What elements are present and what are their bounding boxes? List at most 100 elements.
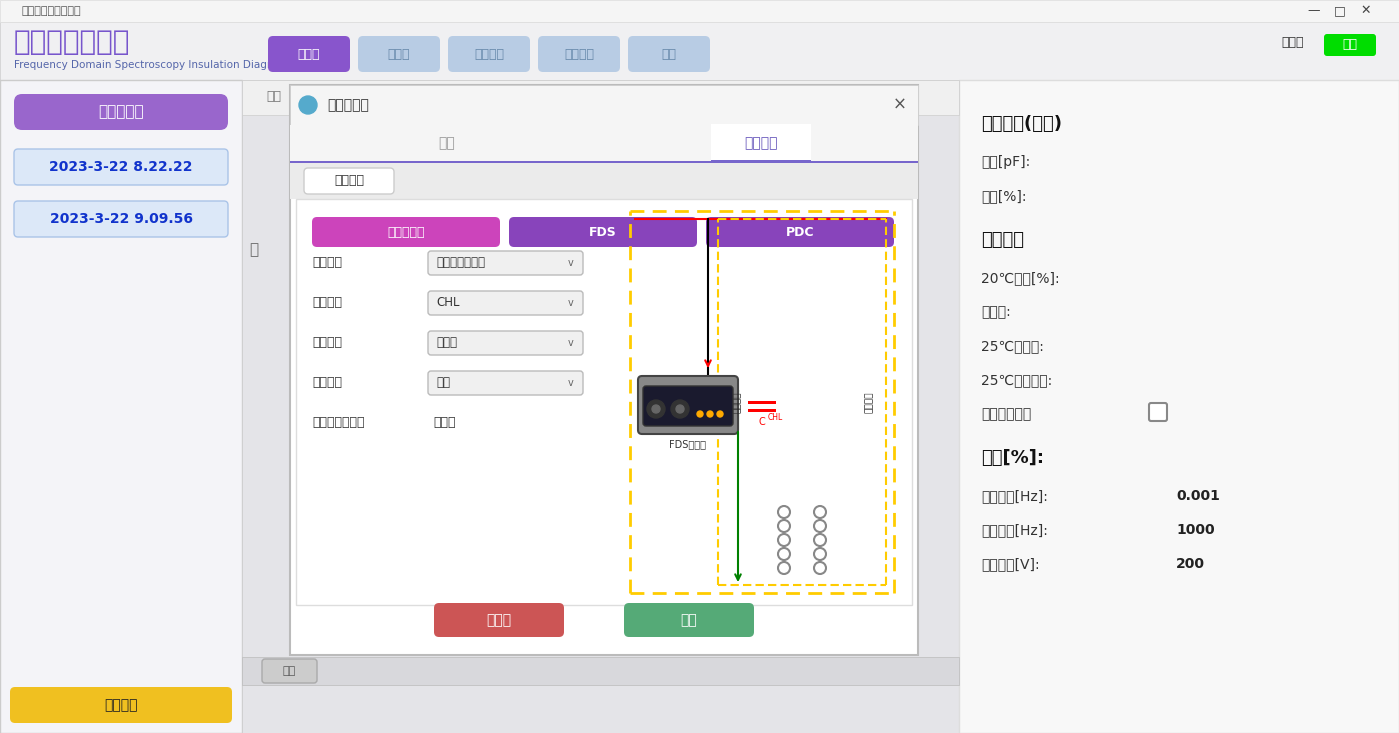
Text: 分析: 分析 — [662, 48, 677, 61]
FancyBboxPatch shape — [428, 331, 583, 355]
Bar — [748, 401, 776, 404]
FancyBboxPatch shape — [304, 168, 395, 194]
Text: 介损[%]:: 介损[%]: — [981, 189, 1027, 203]
Circle shape — [672, 400, 688, 418]
FancyBboxPatch shape — [448, 36, 530, 72]
Text: 冷却介质: 冷却介质 — [312, 336, 341, 350]
Circle shape — [299, 96, 318, 114]
FancyBboxPatch shape — [1149, 403, 1167, 421]
Text: 创建新工程: 创建新工程 — [327, 98, 369, 112]
Text: C: C — [758, 417, 765, 427]
Text: 新工程: 新工程 — [298, 48, 320, 61]
Text: v: v — [568, 378, 574, 388]
Text: 加载工程: 加载工程 — [105, 698, 137, 712]
Bar — [0, 22, 1399, 80]
FancyBboxPatch shape — [312, 217, 499, 247]
Circle shape — [652, 405, 660, 413]
Bar — [242, 657, 958, 685]
Text: 单次测试: 单次测试 — [334, 174, 364, 188]
Text: ×: × — [893, 96, 907, 114]
Bar — [242, 80, 958, 733]
Text: PDC: PDC — [786, 226, 814, 238]
Text: 电容[pF]:: 电容[pF]: — [981, 155, 1030, 169]
Text: 测试配置: 测试配置 — [744, 136, 778, 150]
FancyBboxPatch shape — [14, 94, 228, 130]
Bar — [290, 85, 918, 125]
Text: 创建: 创建 — [681, 613, 697, 627]
Bar — [290, 161, 918, 163]
Text: 高压绕组: 高压绕组 — [865, 391, 874, 413]
Text: 测试对象: 测试对象 — [312, 257, 341, 270]
Text: 温度[%]:: 温度[%]: — [981, 449, 1044, 467]
Text: 设备：: 设备： — [1281, 35, 1304, 48]
Bar — [0, 0, 1399, 22]
Text: 低压绕组: 低压绕组 — [733, 391, 741, 413]
Bar — [0, 80, 242, 733]
Circle shape — [718, 411, 723, 417]
Bar — [290, 85, 918, 655]
Text: ✕: ✕ — [1357, 4, 1375, 18]
FancyBboxPatch shape — [14, 149, 228, 185]
FancyBboxPatch shape — [644, 386, 733, 426]
FancyBboxPatch shape — [628, 36, 711, 72]
Text: 数据: 数据 — [283, 666, 295, 676]
Text: FDS测试仪: FDS测试仪 — [670, 439, 706, 449]
Text: 25℃油电导率:: 25℃油电导率: — [981, 373, 1052, 387]
Text: 含水量:: 含水量: — [981, 305, 1010, 319]
Text: 200: 200 — [1177, 557, 1205, 571]
FancyBboxPatch shape — [539, 36, 620, 72]
Text: 频域介电谱分析软件: 频域介电谱分析软件 — [22, 6, 81, 16]
Text: v: v — [568, 258, 574, 268]
Text: 铁芯类型: 铁芯类型 — [312, 377, 341, 389]
Text: 实测结果(工频): 实测结果(工频) — [981, 115, 1062, 133]
Text: 铁芯: 铁芯 — [436, 377, 450, 389]
Text: CHL: CHL — [436, 297, 459, 309]
Text: □: □ — [1330, 4, 1350, 18]
FancyBboxPatch shape — [1323, 34, 1377, 56]
Text: 介: 介 — [249, 243, 259, 257]
Text: 矿物油: 矿物油 — [436, 336, 457, 350]
Text: 上一步: 上一步 — [487, 613, 512, 627]
Text: 正常: 正常 — [1343, 39, 1357, 51]
Text: 不均匀度分析: 不均匀度分析 — [981, 407, 1031, 421]
FancyBboxPatch shape — [14, 201, 228, 237]
Text: 含水量测试: 含水量测试 — [388, 226, 425, 238]
Circle shape — [676, 405, 684, 413]
Bar — [290, 125, 918, 163]
FancyBboxPatch shape — [10, 687, 232, 723]
Text: 频域介电谱分析: 频域介电谱分析 — [14, 28, 130, 56]
FancyBboxPatch shape — [428, 371, 583, 395]
Text: 工程管理器: 工程管理器 — [98, 105, 144, 119]
Text: 开始测试: 开始测试 — [564, 48, 595, 61]
Text: 正接法: 正接法 — [434, 416, 456, 430]
Text: 测试模式: 测试模式 — [312, 297, 341, 309]
Text: —: — — [1304, 4, 1325, 18]
FancyBboxPatch shape — [428, 251, 583, 275]
FancyBboxPatch shape — [434, 603, 564, 637]
Text: 2023-3-22 8.22.22: 2023-3-22 8.22.22 — [49, 160, 193, 174]
Text: FDS: FDS — [589, 226, 617, 238]
Text: v: v — [568, 298, 574, 308]
Bar — [711, 160, 811, 163]
FancyBboxPatch shape — [706, 217, 894, 247]
Text: 最高频率[Hz]:: 最高频率[Hz]: — [981, 523, 1048, 537]
Circle shape — [646, 400, 665, 418]
Text: 2023-3-22 9.09.56: 2023-3-22 9.09.56 — [49, 212, 193, 226]
Text: CHL: CHL — [768, 413, 783, 422]
Text: 下位机测试模式: 下位机测试模式 — [312, 416, 365, 430]
Circle shape — [697, 411, 704, 417]
FancyBboxPatch shape — [428, 291, 583, 315]
Text: v: v — [568, 338, 574, 348]
Text: 铭牌: 铭牌 — [439, 136, 456, 150]
Text: 分析结果: 分析结果 — [981, 231, 1024, 249]
Bar — [290, 163, 918, 199]
FancyBboxPatch shape — [638, 376, 739, 434]
Text: Frequency Domain Spectroscopy Insulation Diagnostic Analyzer: Frequency Domain Spectroscopy Insulation… — [14, 60, 347, 70]
FancyBboxPatch shape — [262, 659, 318, 683]
Text: 20℃介损[%]:: 20℃介损[%]: — [981, 271, 1059, 285]
Text: 双绕线组变压器: 双绕线组变压器 — [436, 257, 485, 270]
FancyBboxPatch shape — [269, 36, 350, 72]
Circle shape — [706, 411, 713, 417]
FancyBboxPatch shape — [509, 217, 697, 247]
Text: 25℃油介损:: 25℃油介损: — [981, 339, 1044, 353]
